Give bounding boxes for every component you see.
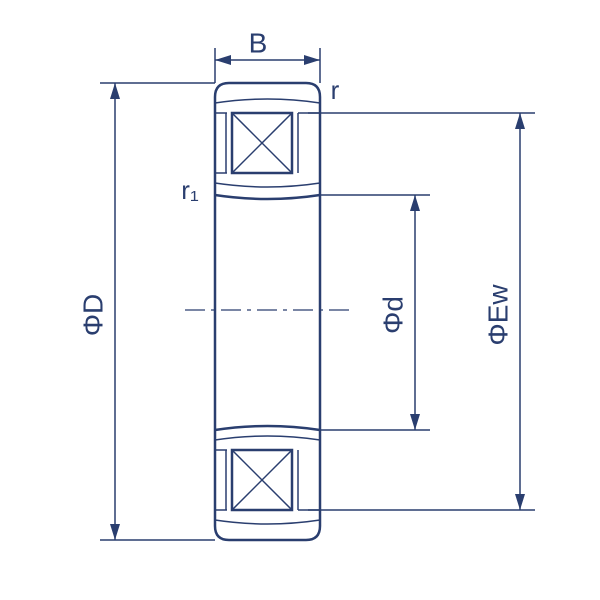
- label-r1: r₁: [181, 175, 199, 205]
- label-r: r: [331, 75, 340, 105]
- bearing-diagram: Br r₁ ΦD Φd ΦEw: [0, 0, 600, 600]
- label-phi-d: Φd: [377, 296, 408, 334]
- label-phi-Ew: ΦEw: [482, 284, 513, 346]
- label-phi-D: ΦD: [77, 294, 108, 337]
- label-B: B: [249, 27, 268, 58]
